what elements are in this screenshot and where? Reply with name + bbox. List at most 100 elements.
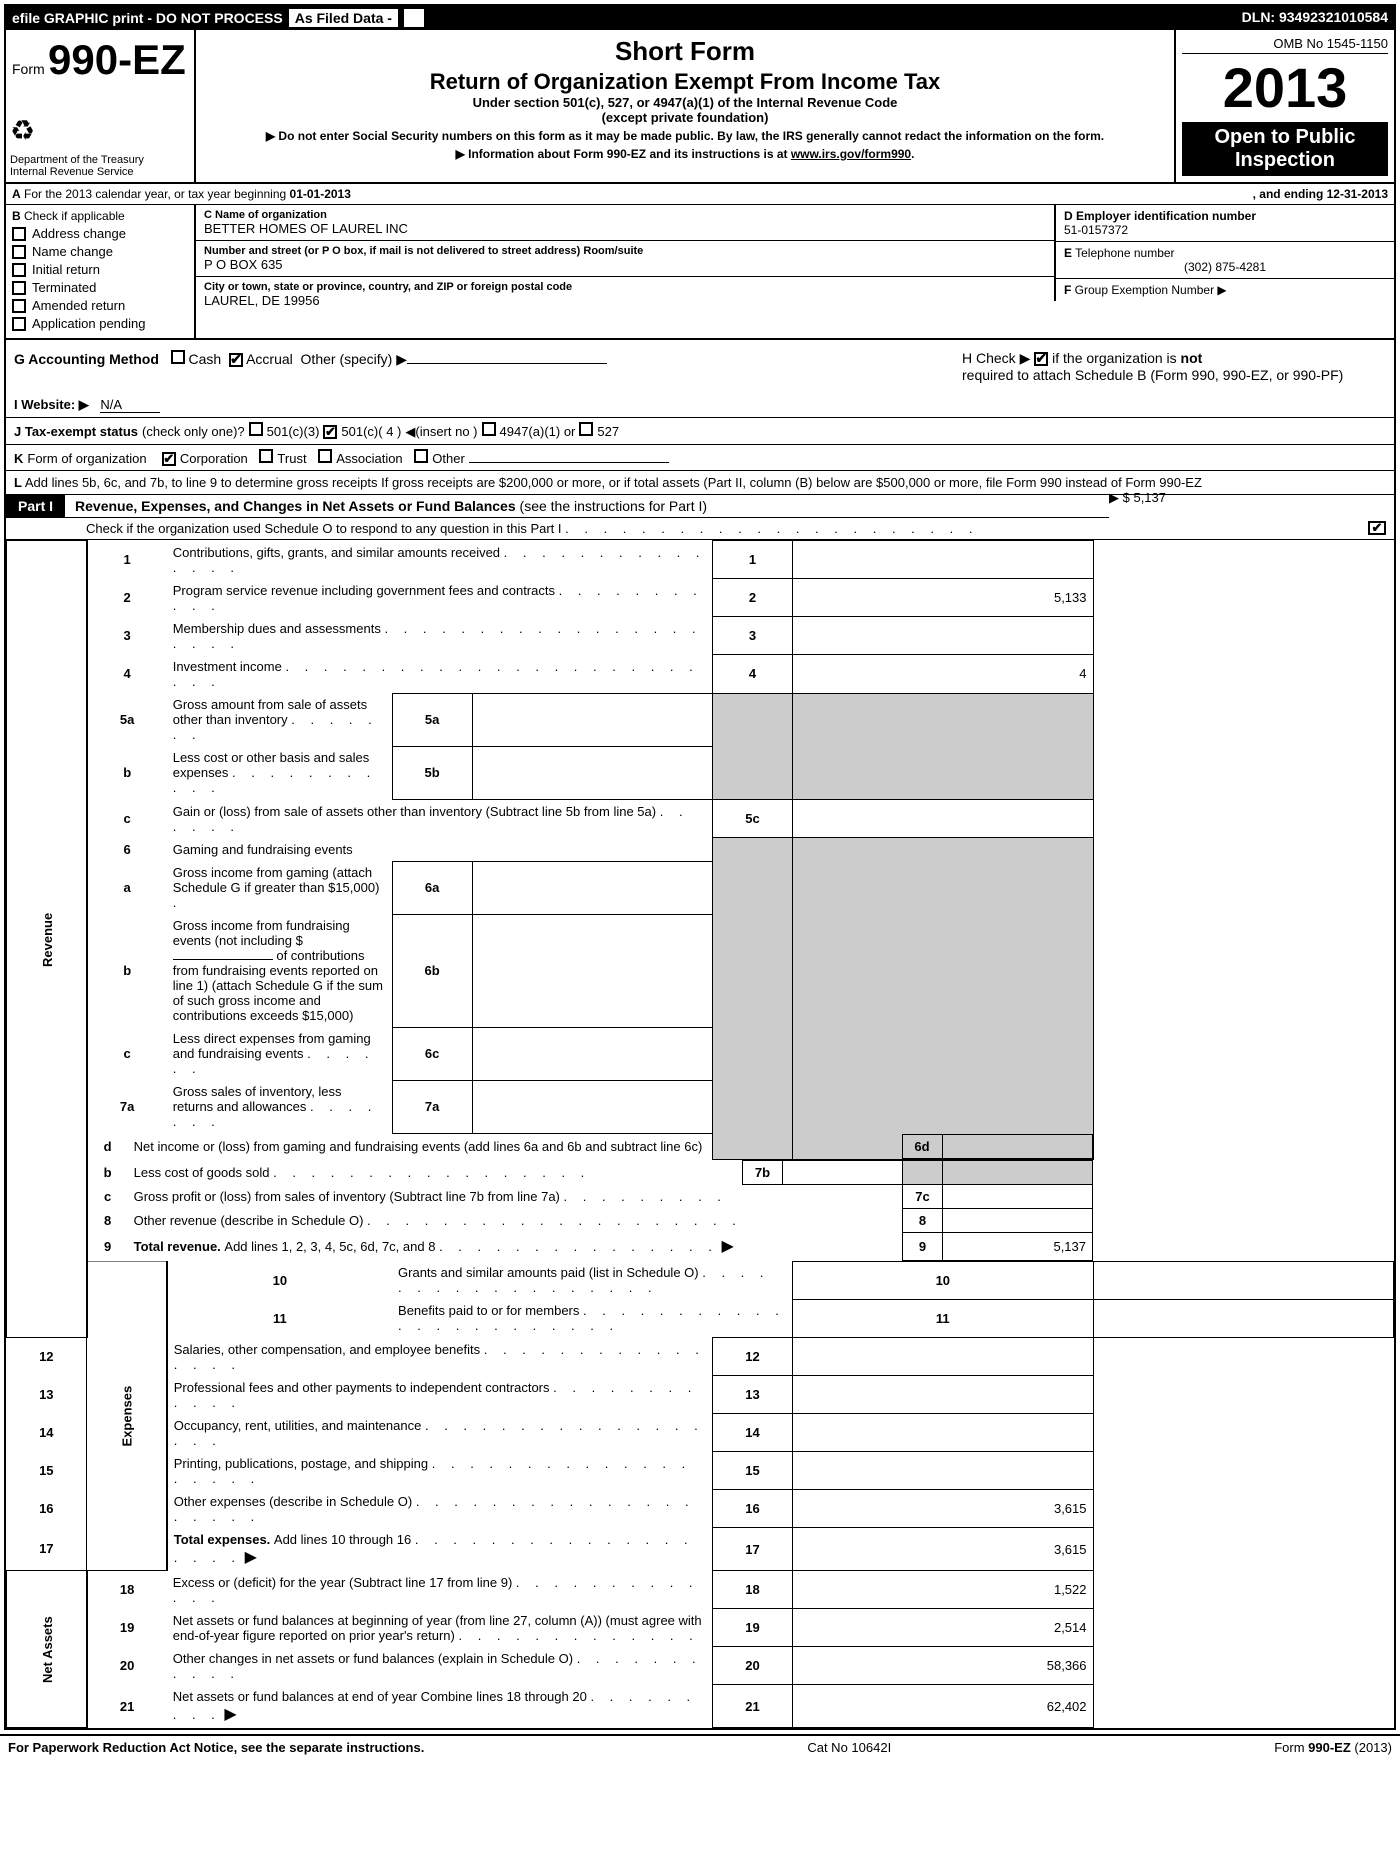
check-pending[interactable]: Application pending [12, 316, 188, 331]
part1-sub: Check if the organization used Schedule … [6, 518, 1394, 540]
check-amended[interactable]: Amended return [12, 298, 188, 313]
checkbox-501c[interactable]: ✔ [323, 425, 337, 439]
checkbox-501c3[interactable] [249, 422, 263, 436]
checkbox-icon[interactable] [12, 245, 26, 259]
asfiled-blank [404, 9, 424, 27]
footer-right: Form 990-EZ (2013) [1274, 1740, 1392, 1755]
inst1: ▶ Do not enter Social Security numbers o… [206, 129, 1164, 143]
main-title: Return of Organization Exempt From Incom… [206, 69, 1164, 95]
a-end: 12-31-2013 [1327, 187, 1388, 201]
part1-title: Revenue, Expenses, and Changes in Net As… [65, 498, 1109, 514]
checkbox-icon[interactable] [12, 299, 26, 313]
dept2: Internal Revenue Service [10, 166, 190, 178]
checkbox-trust[interactable] [259, 449, 273, 463]
header: Form 990-EZ ♻ Department of the Treasury… [6, 30, 1394, 184]
checkbox-other[interactable] [414, 449, 428, 463]
row-gh: G Accounting Method Cash ✔ Accrual Other… [6, 340, 1394, 393]
inst2-link[interactable]: www.irs.gov/form990 [791, 147, 911, 161]
checkbox-h[interactable]: ✔ [1034, 352, 1048, 366]
check-address[interactable]: Address change [12, 226, 188, 241]
dln: DLN: 93492321010584 [1242, 9, 1388, 27]
check-terminated[interactable]: Terminated [12, 280, 188, 295]
form-page: efile GRAPHIC print - DO NOT PROCESS As … [4, 4, 1396, 1730]
short-form: Short Form [206, 36, 1164, 67]
section-b: B Check if applicable Address change Nam… [6, 205, 1394, 340]
inst2-pre: ▶ Information about Form 990-EZ and its … [456, 147, 791, 161]
asfiled-box: As Filed Data - [289, 9, 398, 27]
part1-check[interactable]: ✔ [1368, 521, 1386, 535]
other-blank[interactable] [407, 363, 607, 364]
org-city: LAUREL, DE 19956 [204, 293, 1046, 308]
c-city: City or town, state or province, country… [196, 277, 1054, 312]
part1-header: Part I Revenue, Expenses, and Changes in… [6, 495, 1109, 518]
form-table: Revenue 1 Contributions, gifts, grants, … [6, 540, 1394, 1728]
open2: Inspection [1186, 149, 1384, 172]
row-h: H Check ▶ ✔ if the organization is not r… [954, 340, 1394, 393]
b-text: Check if applicable [21, 209, 125, 223]
e-phone: E Telephone number (302) 875-4281 [1054, 242, 1394, 279]
checkbox-527[interactable] [579, 422, 593, 436]
dept: Department of the Treasury Internal Reve… [10, 154, 190, 178]
d-ein: D Employer identification number 51-0157… [1054, 205, 1394, 242]
website-val: N/A [100, 397, 160, 413]
sub2: (except private foundation) [206, 110, 1164, 125]
checkbox-cash[interactable] [171, 350, 185, 364]
checkbox-icon[interactable] [12, 263, 26, 277]
checkbox-corp[interactable]: ✔ [162, 452, 176, 466]
arrow-icon: ▶ [245, 1549, 257, 1566]
col-def: D Employer identification number 51-0157… [1054, 205, 1394, 338]
checkbox-accrual[interactable]: ✔ [229, 353, 243, 367]
open-public: Open to Public Inspection [1182, 122, 1388, 176]
c-name: C Name of organization BETTER HOMES OF L… [196, 205, 1054, 241]
org-addr: P O BOX 635 [204, 257, 1046, 272]
row-k: K Form of organization ✔Corporation Trus… [6, 445, 1394, 471]
checkbox-icon[interactable] [12, 227, 26, 241]
check-name[interactable]: Name change [12, 244, 188, 259]
phone-val: (302) 875-4281 [1064, 260, 1386, 274]
topbar-left: efile GRAPHIC print - DO NOT PROCESS As … [12, 9, 424, 27]
footer-left: For Paperwork Reduction Act Notice, see … [8, 1740, 424, 1755]
arrow-icon: ▶ [224, 1706, 236, 1723]
sub1: Under section 501(c), 527, or 4947(a)(1)… [206, 95, 1164, 110]
checkbox-4947[interactable] [482, 422, 496, 436]
checkbox-assoc[interactable] [318, 449, 332, 463]
row-i: I Website: ▶ N/A [6, 393, 1394, 418]
header-center: Short Form Return of Organization Exempt… [196, 30, 1174, 182]
efile-text: efile GRAPHIC print - DO NOT PROCESS [12, 10, 283, 26]
recycle-icon: ♻ [10, 114, 35, 147]
checkbox-icon[interactable] [12, 317, 26, 331]
tax-year: 2013 [1182, 60, 1388, 116]
l-amt: ▶ $ 5,137 [1109, 490, 1166, 506]
row-g: G Accounting Method Cash ✔ Accrual Other… [6, 340, 954, 393]
c-addr: Number and street (or P O box, if mail i… [196, 241, 1054, 277]
f-group: F Group Exemption Number ▶ [1054, 279, 1394, 301]
row-l: L Add lines 5b, 6c, and 7b, to line 9 to… [6, 471, 1394, 495]
col-c: C Name of organization BETTER HOMES OF L… [196, 205, 1054, 338]
footer: For Paperwork Reduction Act Notice, see … [0, 1734, 1400, 1759]
form-prefix: Form [12, 61, 45, 77]
part1-tag: Part I [6, 495, 65, 517]
arrow-icon: ▶ [721, 1238, 733, 1255]
dept1: Department of the Treasury [10, 154, 190, 166]
row-j: J Tax-exempt status(check only one)? 501… [6, 418, 1394, 445]
header-right: OMB No 1545-1150 2013 Open to Public Ins… [1174, 30, 1394, 182]
a-label: A [12, 187, 21, 201]
open1: Open to Public [1186, 126, 1384, 149]
ein-val: 51-0157372 [1064, 223, 1386, 237]
side-expenses: Expenses [87, 1261, 167, 1571]
topbar: efile GRAPHIC print - DO NOT PROCESS As … [6, 6, 1394, 30]
omb: OMB No 1545-1150 [1182, 36, 1388, 54]
a-pre: For the 2013 calendar year, or tax year … [24, 187, 290, 201]
footer-mid: Cat No 10642I [807, 1740, 891, 1755]
b-label: B [12, 209, 21, 223]
side-revenue: Revenue [7, 541, 87, 1338]
org-name: BETTER HOMES OF LAUREL INC [204, 221, 1046, 236]
inst2: ▶ Information about Form 990-EZ and its … [206, 147, 1164, 161]
row-a: A For the 2013 calendar year, or tax yea… [6, 184, 1394, 205]
col-b: B Check if applicable Address change Nam… [6, 205, 196, 338]
header-left: Form 990-EZ ♻ Department of the Treasury… [6, 30, 196, 182]
check-initial[interactable]: Initial return [12, 262, 188, 277]
a-mid: , and ending [1253, 187, 1327, 201]
checkbox-icon[interactable] [12, 281, 26, 295]
k-other-blank[interactable] [469, 462, 669, 463]
